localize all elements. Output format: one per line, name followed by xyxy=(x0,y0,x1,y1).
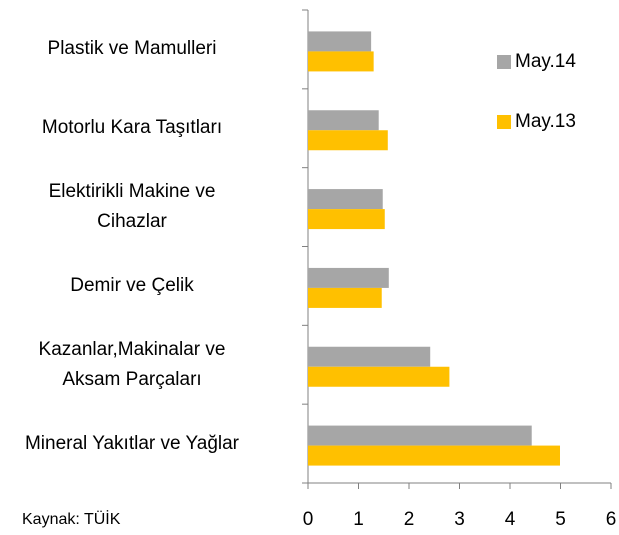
bar xyxy=(308,130,388,151)
bar xyxy=(308,287,382,308)
category-label: Mineral Yakıtlar ve Yağlar xyxy=(24,432,240,454)
category-label: Demir ve Çelik xyxy=(70,274,194,296)
bar xyxy=(308,445,560,466)
x-tick-label: 5 xyxy=(555,509,566,530)
bar xyxy=(308,51,374,72)
x-tick-label: 2 xyxy=(404,509,415,530)
category-label: Kazanlar,Makinalar ve Aksam Parçaları xyxy=(38,338,226,390)
bar xyxy=(308,110,379,131)
legend-label: May.14 xyxy=(515,51,576,72)
category-label: Plastik ve Mamulleri xyxy=(47,38,217,60)
source-note: Kaynak: TÜİK xyxy=(22,509,121,528)
bar xyxy=(308,31,372,52)
x-tick-label: 6 xyxy=(606,509,617,530)
bar xyxy=(308,366,450,387)
x-tick-label: 0 xyxy=(303,509,314,530)
bar xyxy=(308,267,389,288)
category-label: Motorlu Kara Taşıtları xyxy=(41,117,223,139)
legend-label: May.13 xyxy=(515,111,576,132)
x-tick-label: 4 xyxy=(505,509,516,530)
bar xyxy=(308,189,383,210)
category-label: Elektirikli Makine ve Cihazlar xyxy=(48,181,216,233)
bar xyxy=(308,425,532,446)
bar xyxy=(308,346,431,367)
legend-swatch xyxy=(497,55,511,69)
bar xyxy=(308,209,385,230)
legend-swatch xyxy=(497,115,511,129)
x-tick-label: 1 xyxy=(353,509,364,530)
x-tick-label: 3 xyxy=(454,509,465,530)
